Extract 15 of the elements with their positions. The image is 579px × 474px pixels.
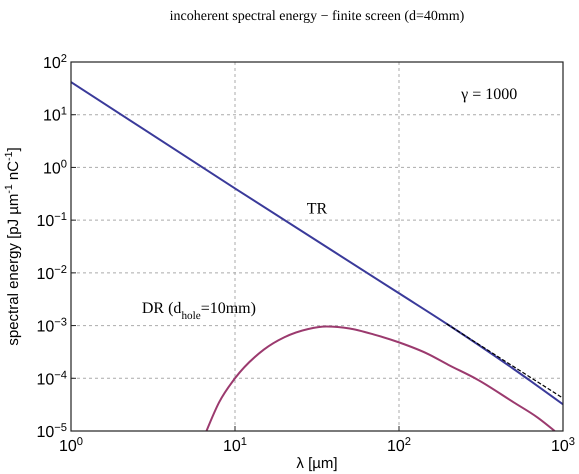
series-label: TR xyxy=(306,200,328,218)
chart-title: incoherent spectral energy − finite screen (d=40mm) xyxy=(170,9,465,24)
y-tick-label: 10$^{1}$ xyxy=(42,106,67,125)
x-tick-label: 10$^{2}$ xyxy=(386,436,412,455)
y-tick-label: 10$^{2}$ xyxy=(42,53,67,72)
x-tick-label: 10$^{3}$ xyxy=(550,436,576,455)
annotation: γ = 1000 xyxy=(460,86,518,103)
y-tick-label: 10$^{−3}$ xyxy=(36,316,67,336)
x-axis-title: λ [µm] xyxy=(296,455,338,472)
y-tick-label: 10$^{−4}$ xyxy=(36,369,67,388)
y-tick-label: 10$^{0}$ xyxy=(42,158,67,178)
y-tick-label: 10$^{−1}$ xyxy=(36,211,67,230)
series-label: DR (d$_{hole}$=10mm) xyxy=(142,300,256,322)
y-tick-label: 10$^{−2}$ xyxy=(36,264,67,283)
x-tick-label: 10$^{1}$ xyxy=(222,436,248,455)
